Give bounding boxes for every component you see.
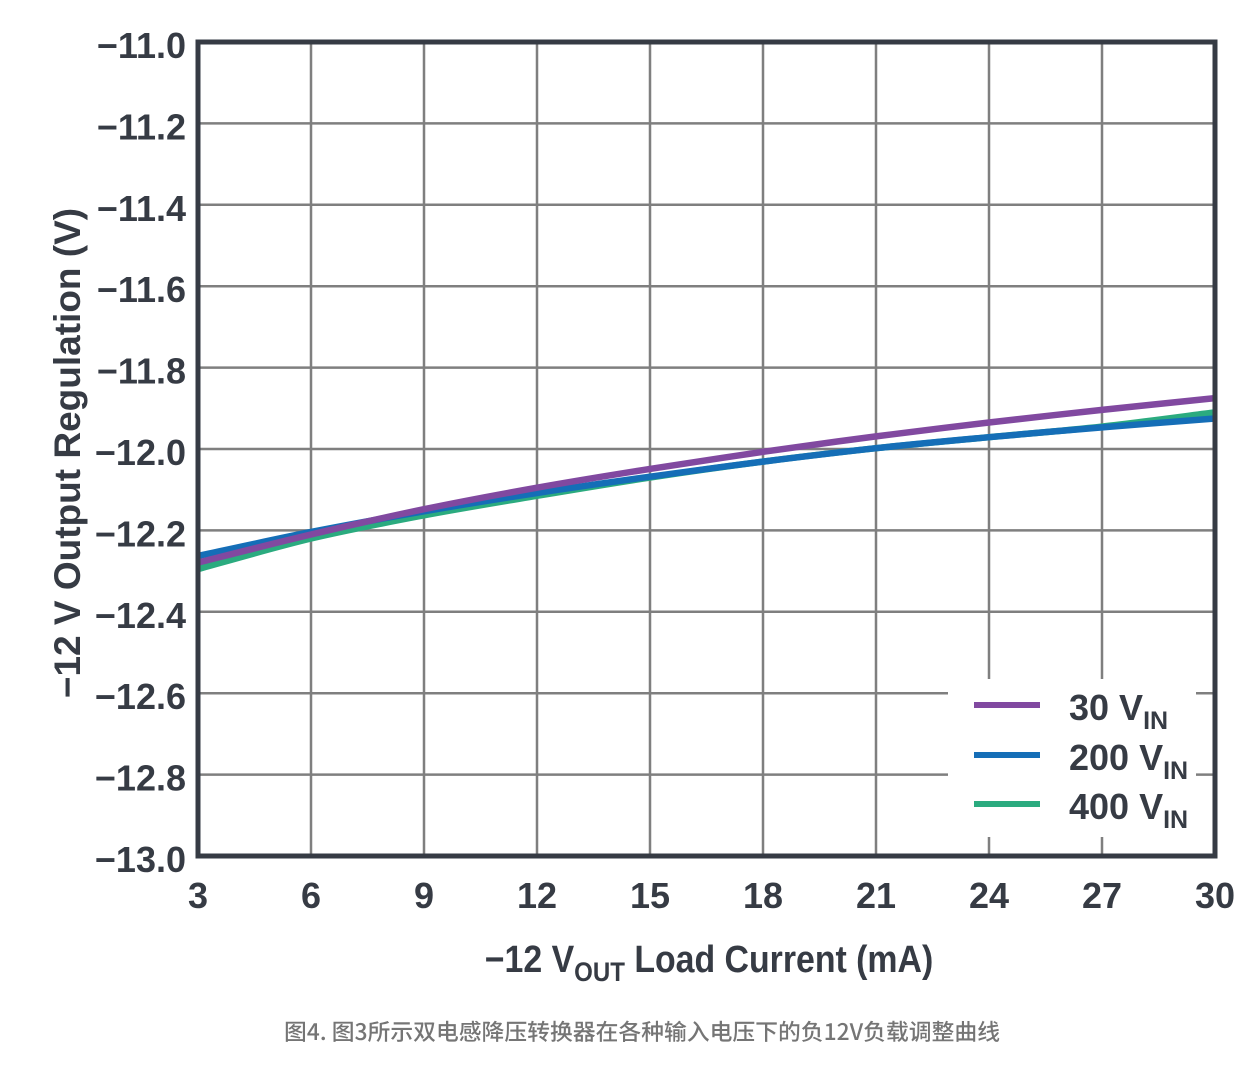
- svg-text:6: 6: [301, 875, 321, 916]
- svg-text:12: 12: [517, 875, 557, 916]
- svg-text:−12.8: −12.8: [95, 758, 186, 799]
- svg-text:−11.6: −11.6: [97, 269, 186, 310]
- svg-text:−12.0: −12.0: [95, 432, 186, 473]
- svg-text:18: 18: [743, 875, 783, 916]
- svg-text:−12 V Output Regulation (V): −12 V Output Regulation (V): [47, 208, 88, 698]
- svg-text:−12.2: −12.2: [95, 513, 186, 554]
- svg-text:−11.8: −11.8: [97, 351, 186, 392]
- svg-text:−12.4: −12.4: [95, 595, 186, 636]
- svg-text:3: 3: [188, 875, 208, 916]
- svg-text:−12.6: −12.6: [95, 676, 186, 717]
- svg-text:−11.0: −11.0: [97, 25, 186, 66]
- svg-text:24: 24: [969, 875, 1009, 916]
- svg-text:27: 27: [1082, 875, 1122, 916]
- svg-text:−11.4: −11.4: [97, 188, 186, 229]
- svg-text:−12 VOUT Load Current (mA): −12 VOUT Load Current (mA): [485, 937, 933, 987]
- svg-text:9: 9: [414, 875, 434, 916]
- svg-text:15: 15: [630, 875, 670, 916]
- svg-text:−11.2: −11.2: [97, 106, 186, 147]
- svg-text:−13.0: −13.0: [95, 839, 186, 880]
- svg-text:21: 21: [856, 875, 896, 916]
- svg-text:30: 30: [1195, 875, 1235, 916]
- svg-text:400 VIN: 400 VIN: [1069, 786, 1188, 834]
